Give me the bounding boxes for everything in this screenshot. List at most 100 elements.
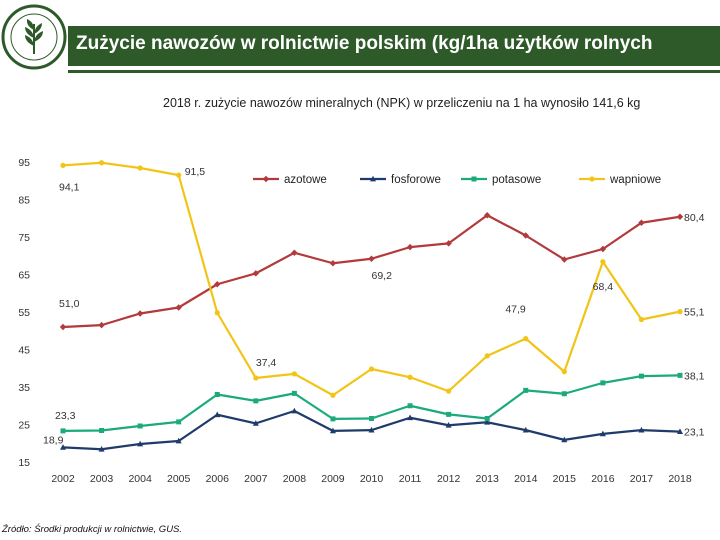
data-point-fosforowe	[368, 426, 375, 433]
x-tick-label: 2006	[206, 473, 230, 485]
source-note: Źródło: Środki produkcji w rolnictwie, G…	[2, 524, 183, 535]
x-tick-label: 2009	[321, 473, 345, 485]
data-point-potasowe	[600, 380, 606, 386]
data-point-potasowe	[523, 387, 529, 393]
x-tick-label: 2015	[553, 473, 577, 485]
data-point-wapniowe	[600, 259, 606, 265]
data-label: 51,0	[59, 298, 80, 310]
data-point-wapniowe	[638, 316, 645, 323]
data-point-fosforowe	[407, 414, 414, 421]
subtitle: 2018 r. zużycie nawozów mineralnych (NPK…	[163, 96, 641, 110]
x-tick-label: 2011	[399, 473, 422, 485]
x-tick-label: 2002	[51, 473, 75, 485]
data-point-azotowe	[599, 245, 607, 253]
data-point-wapniowe	[60, 162, 66, 168]
ministry-logo	[1, 4, 67, 70]
data-point-potasowe	[214, 392, 220, 397]
data-point-fosforowe	[252, 420, 259, 426]
data-point-fosforowe	[60, 444, 66, 450]
y-tick-label: 75	[18, 232, 30, 244]
data-point-wapniowe	[407, 374, 413, 380]
legend-label-wapniowe: wapniowe	[609, 174, 661, 186]
data-point-potasowe	[330, 416, 336, 422]
data-point-potasowe	[369, 416, 374, 421]
data-point-azotowe	[136, 310, 144, 317]
data-point-azotowe	[98, 321, 105, 329]
data-label: 38,1	[684, 370, 705, 382]
data-point-fosforowe	[214, 411, 221, 418]
data-point-potasowe	[291, 390, 297, 396]
legend-label-potasowe: potasowe	[492, 174, 541, 186]
x-tick-label: 2012	[437, 473, 461, 485]
data-point-fosforowe	[291, 407, 298, 414]
data-point-wapniowe	[677, 309, 683, 315]
data-point-fosforowe	[677, 428, 683, 435]
legend-label-azotowe: azotowe	[284, 174, 327, 186]
data-point-azotowe	[638, 219, 645, 226]
data-point-potasowe	[253, 398, 259, 404]
x-tick-label: 2016	[591, 473, 615, 485]
data-label: 23,1	[684, 427, 705, 439]
data-point-fosforowe	[175, 437, 182, 444]
data-point-azotowe	[175, 304, 182, 311]
y-tick-label: 65	[18, 270, 30, 282]
data-label: 55,1	[684, 307, 705, 319]
data-point-potasowe	[99, 428, 105, 433]
data-point-azotowe	[214, 281, 221, 288]
x-tick-label: 2004	[128, 473, 152, 485]
y-tick-label: 95	[18, 157, 30, 169]
data-point-wapniowe	[291, 371, 297, 377]
series-line-potasowe	[62, 374, 681, 432]
legend-marker-fosforowe	[370, 175, 376, 182]
data-point-fosforowe	[137, 440, 144, 447]
data-point-fosforowe	[484, 419, 491, 425]
data-point-azotowe	[676, 213, 684, 220]
legend-marker-wapniowe	[589, 176, 595, 182]
data-point-azotowe	[368, 255, 375, 262]
data-point-potasowe	[677, 372, 683, 378]
data-point-potasowe	[638, 373, 644, 379]
y-tick-label: 25	[18, 420, 30, 432]
data-point-wapniowe	[253, 375, 259, 381]
data-point-fosforowe	[98, 446, 105, 452]
data-point-azotowe	[252, 270, 260, 277]
data-label: 68,4	[593, 281, 614, 293]
data-point-wapniowe	[330, 392, 336, 398]
page-title: Zużycie nawozów w rolnictwie polskim (kg…	[76, 33, 653, 54]
title-underline	[68, 70, 720, 73]
data-point-potasowe	[484, 416, 490, 421]
x-tick-label: 2013	[476, 473, 500, 485]
x-tick-label: 2018	[668, 473, 692, 485]
fertilizer-line-chart: 95 85 75 65 55 45 35 25 15 2002 2003 2004 2005 2006 20…	[18, 157, 705, 485]
y-tick-label: 45	[18, 345, 30, 357]
data-point-potasowe	[407, 403, 413, 409]
y-tick-label: 35	[18, 382, 30, 394]
legend-marker-potasowe	[471, 176, 477, 182]
y-tick-label: 15	[18, 457, 30, 469]
data-point-wapniowe	[561, 369, 567, 375]
data-point-fosforowe	[638, 426, 645, 433]
data-point-fosforowe	[445, 422, 452, 428]
data-point-wapniowe	[214, 310, 220, 316]
legend-label-fosforowe: fosforowe	[391, 174, 441, 186]
data-point-potasowe	[60, 428, 66, 434]
data-label: 18,9	[43, 434, 64, 446]
data-label: 37,4	[256, 357, 277, 369]
y-tick-label: 55	[18, 307, 30, 319]
data-point-fosforowe	[599, 430, 606, 437]
data-point-azotowe	[329, 260, 337, 267]
data-point-azotowe	[522, 232, 529, 239]
data-point-wapniowe	[523, 336, 529, 342]
data-label: 23,3	[55, 410, 76, 422]
y-tick-label: 85	[18, 195, 30, 207]
data-point-wapniowe	[446, 388, 452, 394]
x-tick-label: 2007	[244, 473, 268, 485]
data-label: 80,4	[684, 212, 705, 224]
x-tick-label: 2017	[630, 473, 654, 485]
data-point-wapniowe	[176, 172, 182, 178]
header: Zużycie nawozów w rolnictwie polskim (kg…	[0, 0, 720, 74]
x-tick-label: 2014	[514, 473, 538, 485]
data-label: 94,1	[59, 181, 80, 193]
x-tick-label: 2008	[283, 473, 307, 485]
data-label: 47,9	[505, 304, 526, 316]
